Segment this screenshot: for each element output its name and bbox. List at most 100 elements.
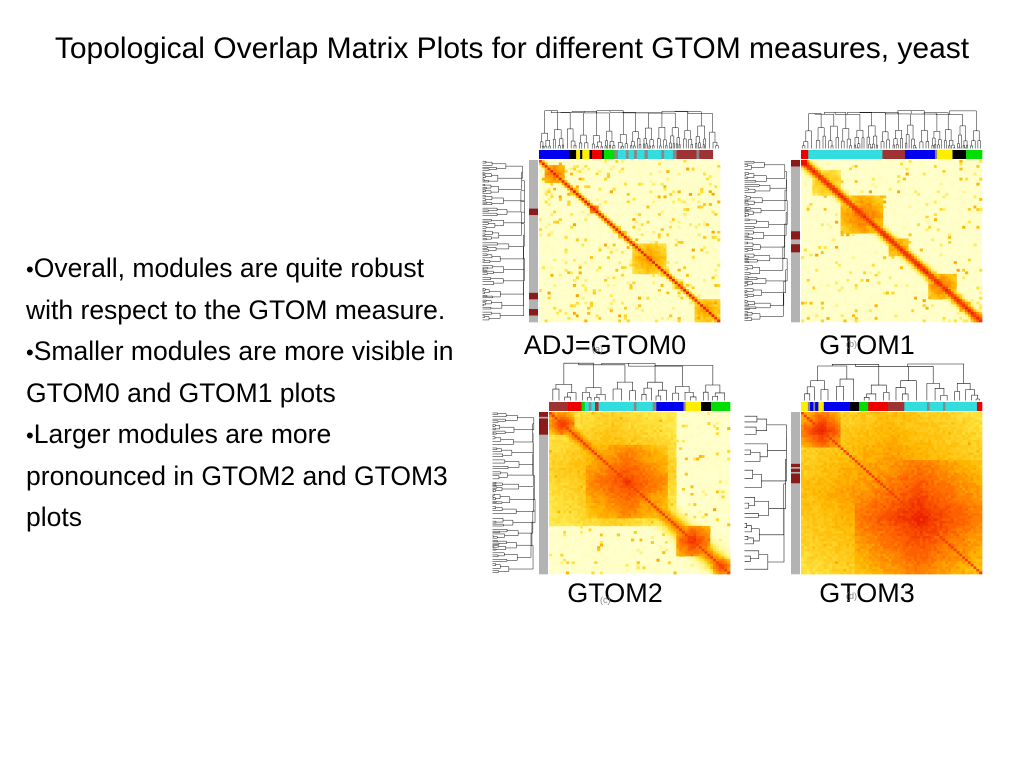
module-color-segment — [807, 402, 811, 411]
module-color-segment — [815, 402, 819, 411]
tom-matrix — [801, 412, 983, 575]
module-color-segment — [672, 150, 677, 159]
module-color-segment — [791, 483, 800, 575]
module-color-segment — [683, 402, 686, 411]
module-color-segment — [701, 402, 712, 411]
left-dendrogram — [744, 415, 787, 570]
module-color-segment — [791, 412, 800, 465]
tom-plot-gtom3: GTOM3 (d) — [742, 360, 992, 610]
module-color-segment — [636, 402, 654, 411]
top-module-colorbar — [539, 150, 714, 159]
tom-plot-caption: GTOM2 — [567, 578, 663, 608]
module-color-segment — [628, 150, 635, 159]
module-color-segment — [934, 150, 938, 159]
module-color-segment — [529, 208, 538, 216]
module-color-segment — [582, 150, 590, 159]
module-color-segment — [808, 150, 883, 159]
module-color-segment — [568, 402, 582, 411]
module-color-segment — [594, 402, 599, 411]
top-dendrogram — [552, 362, 725, 401]
module-color-segment — [588, 402, 592, 411]
module-color-segment — [801, 150, 809, 159]
module-color-segment — [904, 402, 928, 411]
module-color-segment — [634, 150, 638, 159]
module-color-segment — [711, 402, 731, 411]
module-color-segment — [791, 231, 800, 240]
module-color-segment — [888, 402, 905, 411]
module-color-segment — [791, 473, 800, 484]
top-dendrogram — [804, 363, 980, 401]
module-color-segment — [614, 150, 619, 159]
module-color-segment — [813, 402, 816, 411]
module-color-segment — [636, 150, 645, 159]
left-module-colorbar — [791, 412, 800, 575]
tom-plot-svg — [492, 362, 731, 575]
module-color-segment — [791, 244, 800, 253]
tom-heatmap-figure — [490, 360, 740, 578]
module-color-segment — [633, 402, 637, 411]
bullet-text: Smaller modules are more visible in GTOM… — [26, 336, 454, 408]
module-color-segment — [617, 150, 627, 159]
module-color-segment — [801, 402, 809, 411]
tom-plot-gtom1: GTOM1 (b) — [742, 108, 992, 360]
page-title: Topological Overlap Matrix Plots for dif… — [54, 32, 970, 65]
module-color-segment — [529, 299, 538, 310]
module-color-segment — [868, 402, 889, 411]
module-color-segment — [791, 160, 800, 167]
bullet-marker: • — [26, 340, 34, 365]
module-color-segment — [626, 150, 629, 159]
tom-plot-caption: GTOM1 — [819, 330, 915, 360]
top-dendrogram — [540, 110, 719, 149]
list-item: •Overall, modules are quite robust with … — [26, 248, 456, 331]
tom-matrix — [549, 412, 731, 575]
module-color-segment — [529, 315, 538, 323]
module-color-segment — [696, 150, 700, 159]
module-color-segment — [576, 150, 581, 159]
module-color-segment — [791, 252, 800, 323]
module-color-segment — [976, 402, 983, 411]
module-color-segment — [664, 150, 674, 159]
left-module-colorbar — [539, 412, 548, 575]
tom-plot-svg — [744, 363, 983, 575]
left-dendrogram — [492, 412, 536, 573]
module-color-segment — [568, 150, 577, 159]
module-color-segment — [810, 402, 814, 411]
tom-matrix — [801, 160, 983, 323]
module-color-segment — [589, 150, 593, 159]
left-dendrogram — [744, 161, 788, 321]
module-color-segment — [603, 150, 615, 159]
module-color-segment — [685, 402, 702, 411]
module-color-segment — [539, 416, 548, 419]
module-color-segment — [818, 402, 825, 411]
left-module-colorbar — [529, 160, 538, 323]
module-color-segment — [529, 309, 538, 316]
tom-heatmap-figure — [742, 360, 992, 578]
corner-module-marker — [801, 160, 808, 166]
module-color-segment — [791, 166, 800, 232]
module-color-segment — [580, 150, 583, 159]
module-color-segment — [652, 402, 657, 411]
module-color-segment — [539, 150, 570, 159]
module-color-segment — [529, 215, 538, 294]
module-color-segment — [581, 402, 586, 411]
module-color-segment — [791, 467, 800, 469]
module-color-segment — [656, 402, 684, 411]
module-color-segment — [952, 150, 967, 159]
tom-matrix — [539, 160, 721, 323]
module-color-segment — [791, 239, 800, 245]
module-color-segment — [584, 402, 590, 411]
module-color-segment — [882, 150, 906, 159]
module-color-segment — [905, 150, 936, 159]
left-dendrogram — [482, 161, 525, 321]
module-color-segment — [791, 471, 800, 474]
top-module-colorbar — [801, 402, 983, 411]
module-color-segment — [926, 402, 930, 411]
tom-plot-caption: GTOM3 — [819, 578, 915, 608]
module-color-segment — [591, 402, 596, 411]
module-color-segment — [929, 402, 944, 411]
module-color-segment — [529, 160, 538, 209]
bullet-marker: • — [26, 257, 34, 282]
module-color-segment — [676, 150, 697, 159]
tom-plot-svg — [744, 110, 983, 323]
module-color-segment — [601, 150, 605, 159]
